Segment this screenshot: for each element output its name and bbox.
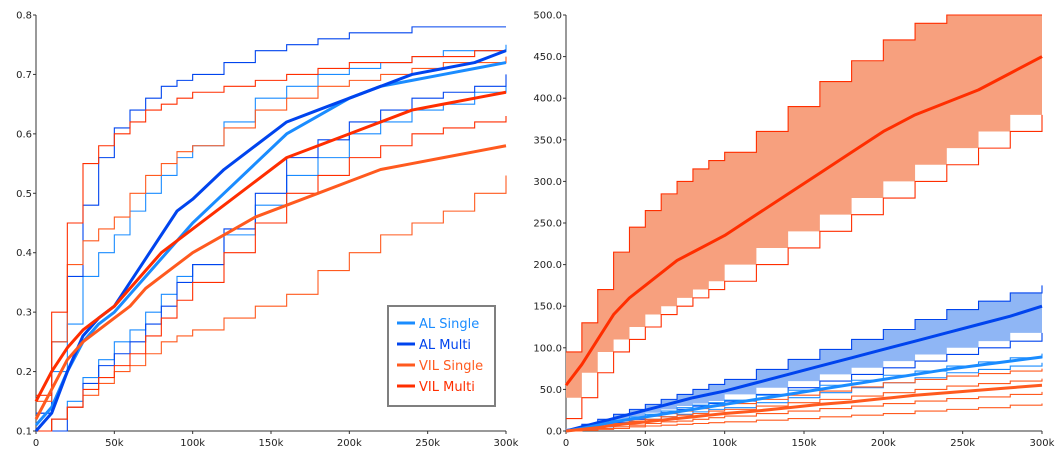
x-tick-label: 200k [871, 438, 896, 449]
y-tick-label: 100.0 [533, 343, 562, 354]
y-tick-label: 250.0 [533, 219, 562, 230]
bound-upper-vil-multi [36, 50, 506, 396]
x-tick-label: 50k [636, 438, 655, 449]
series-line-al-multi [34, 49, 507, 432]
y-tick-label: 0.6 [16, 129, 32, 140]
y-tick-label: 50.0 [540, 385, 562, 396]
series-line-al-single [565, 355, 1043, 433]
x-tick-label: 100k [712, 438, 737, 449]
series-line-vil-single [565, 383, 1043, 433]
bound-lower-vil-single [36, 175, 507, 432]
bound-lower-al-multi [36, 74, 507, 432]
x-tick-label: 50k [105, 438, 124, 449]
y-tick-label: 450.0 [533, 52, 562, 63]
x-tick-label: 150k [259, 438, 284, 449]
series-line-vil-single [34, 144, 507, 420]
legend-label-vil-multi: VIL Multi [419, 380, 475, 395]
series-line-al-multi [565, 304, 1043, 433]
y-tick-label: 0.3 [16, 308, 32, 319]
y-tick-label: 200.0 [533, 260, 562, 271]
legend-label-al-multi: AL Multi [419, 338, 471, 353]
x-tick-label: 150k [792, 438, 817, 449]
bound-lower-vil-multi [566, 114, 1043, 420]
x-tick-label: 300k [1030, 438, 1055, 449]
y-tick-label: 0.0 [546, 427, 562, 438]
x-tick-label: 250k [950, 438, 975, 449]
bound-lower-vil-multi [36, 116, 507, 432]
bound-lower-vil-single [566, 391, 1043, 432]
y-tick-label: 350.0 [533, 135, 562, 146]
y-tick-label: 0.2 [16, 367, 32, 378]
x-tick-label: 250k [415, 438, 440, 449]
x-tick-label: 300k [494, 438, 519, 449]
y-tick-label: 300.0 [533, 177, 562, 188]
series-line-al-single [34, 61, 507, 427]
y-tick-label: 0.1 [16, 427, 32, 438]
x-tick-label: 200k [337, 438, 362, 449]
left-chart: 0.1 0.2 0.3 0.4 0.5 0.6 0.7 0.8 0 50k 100k 150k 200k… [16, 11, 519, 450]
legend-label-al-single: AL Single [419, 317, 479, 332]
right-chart: 0.0 50.0 100.0 150.0 200.0 250.0 300.0 350.0 400… [533, 11, 1054, 450]
x-tick-label: 0 [33, 438, 39, 449]
series-line-vil-multi [564, 55, 1043, 387]
y-tick-label: 500.0 [533, 11, 562, 22]
legend: AL Single AL Multi VIL Single VIL Multi [387, 305, 496, 407]
y-tick-label: 0.8 [16, 11, 32, 22]
legend-label-vil-single: VIL Single [419, 359, 483, 374]
bound-lower-vil-single [566, 403, 1043, 432]
y-tick-label: 0.5 [16, 189, 32, 200]
x-tick-label: 0 [563, 438, 569, 449]
y-tick-label: 400.0 [533, 94, 562, 105]
bound-upper-vil-single [36, 56, 507, 402]
series-line-vil-multi [34, 90, 507, 402]
y-tick-label: 0.7 [16, 70, 32, 81]
y-tick-label: 0.4 [16, 248, 32, 259]
bound-upper-vil-multi [566, 14, 1042, 353]
y-tick-label: 150.0 [533, 302, 562, 313]
x-tick-label: 100k [180, 438, 205, 449]
band-vil-multi [566, 15, 1042, 419]
